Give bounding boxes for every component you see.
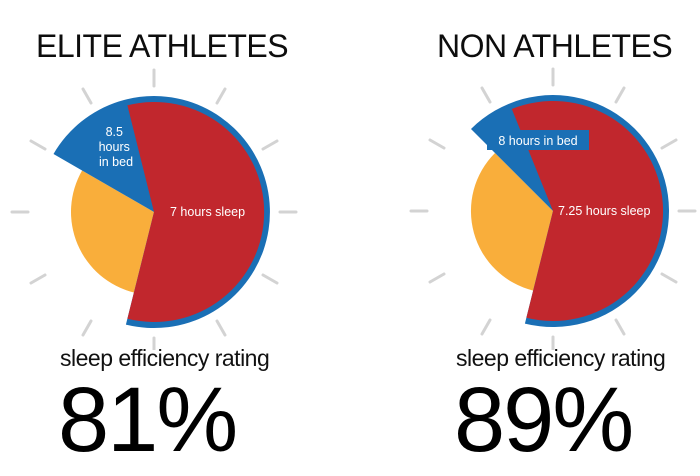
panel-title: ELITE ATHLETES xyxy=(36,28,289,64)
efficiency-caption: sleep efficiency rating xyxy=(456,345,666,371)
in-bed-label: 8 hours in bed xyxy=(498,134,577,148)
efficiency-rating: 89% xyxy=(454,369,634,471)
sleep-wedge xyxy=(127,102,265,323)
sleep-label: 7.25 hours sleep xyxy=(558,204,650,218)
clock-ticks xyxy=(10,68,298,350)
elite-athletes-panel: ELITE ATHLETES 8.5 hours in bed 7 xyxy=(10,28,298,471)
elite-sleep-clock-chart: 8.5 hours in bed 7 hours sleep xyxy=(10,68,298,350)
in-bed-label: 8.5 hours in bed xyxy=(99,125,134,169)
remainder-wedge xyxy=(70,170,154,293)
efficiency-rating: 81% xyxy=(58,369,238,471)
efficiency-caption: sleep efficiency rating xyxy=(60,345,270,371)
sleep-wedge xyxy=(511,100,664,321)
panel-title: NON ATHLETES xyxy=(437,28,673,64)
remainder-wedge xyxy=(470,153,553,291)
sleep-label: 7 hours sleep xyxy=(170,205,245,219)
non-athletes-panel: NON ATHLETES 8 hours in bed 7.25 hours s… xyxy=(350,0,700,476)
in-bed-label-box xyxy=(487,130,589,150)
clock-ticks xyxy=(409,67,697,350)
non-athlete-sleep-clock-chart: 8 hours in bed 7.25 hours sleep xyxy=(409,67,697,350)
